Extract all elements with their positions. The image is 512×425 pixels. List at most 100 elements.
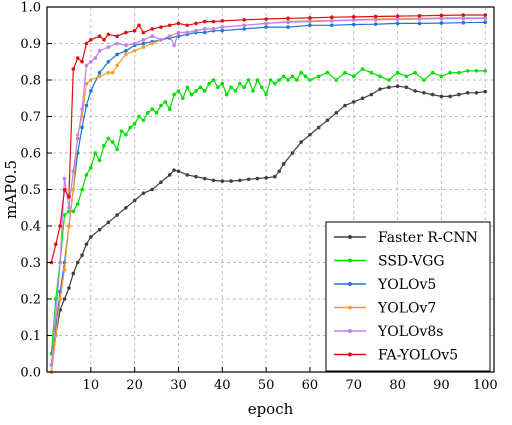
- legend-swatch-marker: [348, 258, 352, 263]
- data-point: [211, 19, 216, 24]
- x-tick-label: 60: [302, 378, 319, 393]
- data-point: [417, 13, 422, 18]
- data-point: [461, 20, 466, 25]
- data-point: [246, 78, 251, 82]
- data-point: [84, 103, 89, 108]
- data-point: [413, 70, 417, 75]
- data-point: [185, 30, 190, 35]
- data-point: [167, 34, 172, 38]
- data-point: [84, 63, 89, 68]
- data-point: [67, 205, 71, 210]
- data-point: [67, 224, 71, 228]
- data-point: [67, 286, 71, 290]
- data-point: [124, 30, 128, 35]
- legend-item: FA-YOLOv5: [334, 348, 458, 364]
- data-point: [290, 151, 295, 155]
- data-point: [93, 56, 98, 60]
- data-point: [202, 27, 207, 31]
- data-point: [387, 85, 391, 90]
- data-point: [417, 21, 422, 26]
- data-point: [132, 198, 137, 203]
- data-point: [176, 30, 181, 35]
- data-point: [465, 90, 470, 95]
- data-point: [242, 17, 247, 22]
- x-tick-label: 30: [170, 378, 187, 393]
- data-point: [439, 13, 444, 18]
- data-point: [145, 111, 150, 115]
- data-point: [106, 59, 111, 64]
- data-point: [439, 21, 444, 25]
- data-point: [84, 242, 89, 247]
- data-point: [474, 69, 479, 73]
- legend-swatch-marker: [348, 305, 352, 310]
- y-tick-label: 0.8: [20, 74, 41, 89]
- data-point: [97, 34, 102, 38]
- data-point: [159, 38, 163, 42]
- data-point: [106, 45, 111, 49]
- data-point: [457, 92, 461, 97]
- data-point: [430, 70, 435, 75]
- data-point: [58, 297, 62, 301]
- data-point: [439, 74, 444, 79]
- data-point: [220, 179, 225, 183]
- data-point: [202, 19, 207, 24]
- y-tick-label: 1.0: [20, 1, 41, 16]
- y-axis-label: mAP0.5: [2, 160, 20, 219]
- y-tick-label: 0.9: [20, 37, 41, 52]
- data-point: [369, 92, 374, 97]
- data-point: [387, 78, 391, 82]
- data-point: [53, 333, 58, 338]
- data-point: [106, 70, 111, 75]
- data-point: [308, 23, 312, 28]
- data-point: [115, 34, 119, 38]
- data-point: [124, 43, 128, 48]
- data-point: [395, 70, 400, 75]
- data-point: [303, 74, 308, 79]
- data-point: [259, 85, 264, 90]
- data-point: [150, 187, 154, 192]
- data-point: [286, 16, 290, 21]
- data-point: [483, 89, 488, 94]
- data-point: [194, 21, 198, 26]
- series-yolov8s: [49, 16, 488, 367]
- data-point: [439, 16, 444, 21]
- data-point: [233, 89, 238, 93]
- data-point: [181, 96, 185, 101]
- y-tick-label: 0.2: [20, 293, 41, 308]
- x-tick-label: 20: [126, 378, 143, 393]
- data-point: [110, 140, 115, 144]
- data-point: [457, 70, 461, 75]
- data-point: [172, 43, 176, 48]
- data-point: [132, 28, 137, 33]
- data-point: [448, 94, 452, 99]
- legend-label: YOLOv8s: [377, 324, 444, 340]
- data-point: [53, 315, 58, 320]
- data-point: [351, 18, 356, 22]
- legend-box: [325, 221, 491, 372]
- data-point: [89, 38, 93, 42]
- data-point: [194, 174, 198, 179]
- data-point: [176, 21, 181, 26]
- legend-swatch-marker: [348, 282, 352, 286]
- data-point: [251, 89, 255, 93]
- data-point: [119, 129, 124, 133]
- y-tick-label: 0.3: [20, 256, 41, 271]
- data-point: [373, 14, 378, 19]
- data-point: [373, 17, 378, 22]
- data-point: [97, 70, 102, 75]
- data-point: [62, 213, 67, 217]
- data-point: [163, 100, 168, 104]
- data-point: [49, 362, 54, 367]
- data-point: [211, 178, 216, 183]
- series-faster-r-cnn: [49, 84, 488, 374]
- data-point: [89, 59, 93, 64]
- data-point: [461, 13, 466, 17]
- data-point: [150, 41, 154, 46]
- y-tick-label: 0.1: [20, 329, 41, 344]
- data-point: [198, 85, 203, 90]
- data-point: [360, 96, 365, 101]
- y-tick-label: 0.7: [20, 110, 41, 125]
- data-point: [378, 74, 382, 79]
- legend-label: FA-YOLOv5: [378, 348, 458, 364]
- data-point: [124, 49, 128, 53]
